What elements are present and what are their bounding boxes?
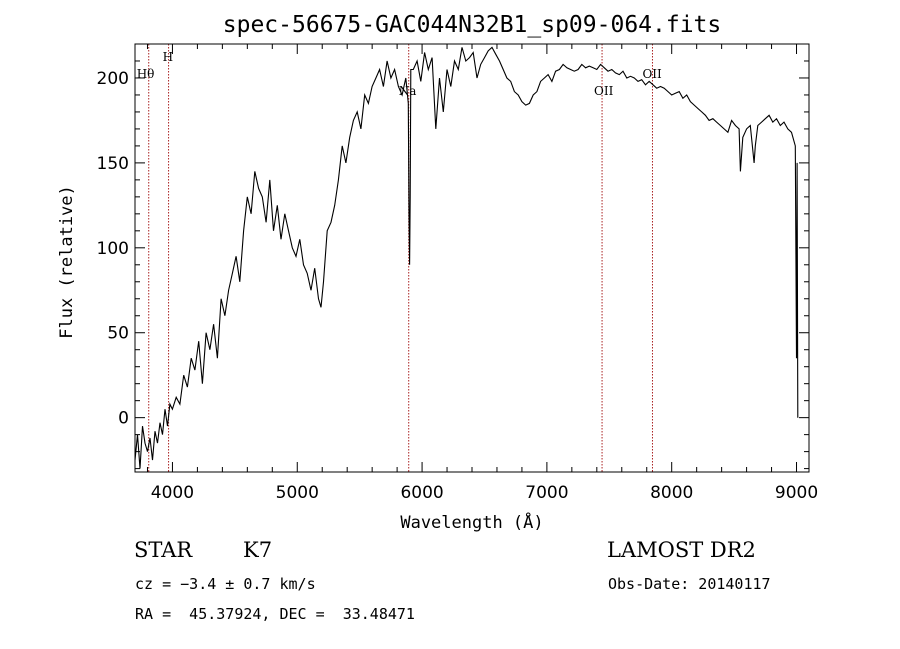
coordinates: RA = 45.37924, DEC = 33.48471: [135, 605, 415, 623]
y-tick-label: 150: [97, 154, 129, 174]
x-tick-label: 6000: [400, 483, 443, 503]
reference-line-label: H: [163, 50, 173, 64]
y-tick-label: 100: [97, 239, 129, 259]
x-axis-ticks: 4000 5000 6000 7000 8000 9000: [146, 44, 818, 503]
chart-title: spec-56675-GAC044N32B1_sp09-064.fits: [223, 12, 722, 38]
x-tick-label: 5000: [276, 483, 319, 503]
y-tick-label: 0: [118, 409, 129, 429]
y-axis-label: Flux (relative): [57, 185, 77, 339]
y-tick-label: 50: [107, 324, 129, 344]
x-axis-label: Wavelength (Å): [400, 511, 543, 533]
reference-line-label: Hθ: [137, 67, 155, 81]
survey-name: LAMOST DR2: [607, 538, 756, 562]
x-tick-label: 4000: [151, 483, 194, 503]
redshift-value: cz = −3.4 ± 0.7 km/s: [135, 575, 316, 593]
reference-line-label: OII: [594, 84, 614, 98]
spectrum-line: [134, 46, 799, 469]
spectrum-layer: [134, 46, 799, 469]
y-tick-label: 200: [97, 69, 129, 89]
x-tick-label: 8000: [650, 483, 693, 503]
x-tick-label: 7000: [525, 483, 568, 503]
object-class: STAR: [134, 538, 193, 562]
obs-date: Obs-Date: 20140117: [608, 575, 771, 593]
reference-line-label: OII: [642, 67, 662, 81]
y-axis-ticks: 0 50 100 150 200: [97, 43, 809, 470]
object-subclass: K7: [243, 538, 273, 562]
x-tick-label: 9000: [775, 483, 818, 503]
